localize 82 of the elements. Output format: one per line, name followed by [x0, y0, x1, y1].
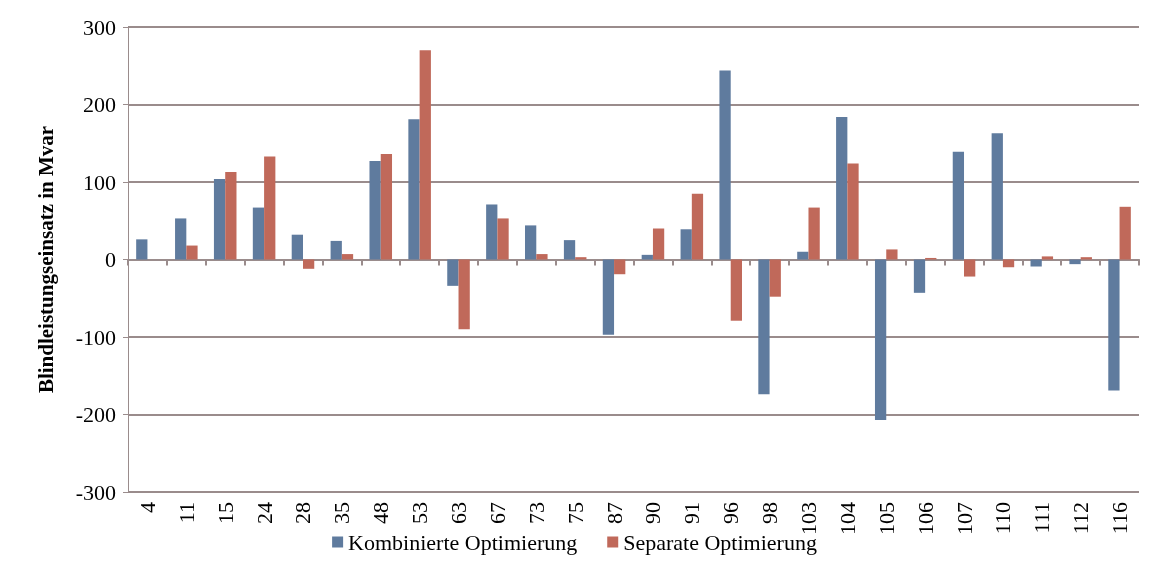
x-tick-label: 87 — [601, 502, 627, 524]
bar — [913, 259, 926, 293]
bar — [563, 240, 576, 260]
bar — [1069, 259, 1081, 265]
x-tick-label: 11 — [173, 502, 199, 524]
legend-label: Kombinierte Optimierung — [348, 529, 578, 555]
bar — [602, 259, 615, 335]
bar — [1041, 256, 1054, 260]
bar — [797, 251, 809, 260]
bar — [614, 259, 626, 275]
bar — [497, 218, 509, 260]
bar — [652, 228, 665, 260]
bar — [641, 254, 653, 260]
x-tick-label: 107 — [951, 502, 977, 535]
bar — [847, 163, 859, 260]
y-tick-label: -100 — [75, 324, 116, 350]
bar — [680, 229, 692, 260]
bar — [952, 151, 965, 260]
y-axis-title: Blindleistungseinsatz in Mvar — [33, 125, 58, 394]
bar — [486, 204, 498, 260]
x-tick-label: 75 — [562, 502, 588, 524]
x-tick-label: 28 — [290, 502, 316, 524]
x-tick-label: 63 — [446, 502, 472, 524]
x-tick-label: 73 — [523, 502, 549, 524]
bar — [525, 225, 537, 260]
x-tick-label: 116 — [1107, 502, 1133, 535]
bar — [447, 259, 459, 286]
bar — [252, 207, 265, 260]
bar — [769, 259, 781, 297]
bar — [730, 259, 742, 321]
bar — [964, 259, 976, 277]
bar — [330, 240, 342, 260]
y-tick-label: 100 — [83, 169, 116, 195]
bar — [808, 207, 820, 260]
bar — [874, 259, 887, 420]
bar — [341, 254, 354, 260]
bar — [575, 257, 587, 260]
x-tick-label: 67 — [484, 502, 510, 524]
bar — [758, 259, 770, 395]
bar — [175, 218, 187, 260]
y-tick-label: -300 — [75, 479, 116, 505]
y-tick-label: 0 — [105, 247, 116, 272]
y-tick-label: 300 — [83, 14, 116, 40]
x-tick-label: 110 — [990, 502, 1016, 535]
x-tick-label: 24 — [251, 502, 277, 524]
bar — [291, 234, 303, 260]
bar — [1108, 259, 1120, 391]
bar — [886, 249, 898, 260]
bar — [836, 116, 848, 260]
x-tick-label: 4 — [134, 502, 160, 513]
bar — [369, 161, 381, 260]
bar — [380, 154, 393, 260]
x-tick-label: 48 — [368, 502, 394, 524]
bar — [691, 193, 704, 260]
bar — [264, 156, 276, 260]
y-tick-label: -200 — [75, 402, 116, 427]
bar — [225, 171, 237, 260]
bar — [1080, 257, 1092, 260]
bar — [458, 259, 470, 330]
x-tick-label: 35 — [329, 502, 355, 524]
x-tick-label: 91 — [679, 502, 705, 524]
bar — [536, 254, 548, 260]
x-tick-label: 53 — [407, 502, 433, 524]
bar — [186, 245, 198, 260]
bar — [1119, 206, 1131, 260]
bar — [991, 133, 1003, 260]
bar — [213, 178, 226, 260]
bar — [408, 119, 420, 260]
bar — [302, 259, 315, 269]
x-tick-label: 15 — [212, 502, 238, 524]
bar — [419, 50, 431, 260]
x-tick-label: 90 — [640, 502, 666, 524]
bar — [136, 239, 148, 260]
x-tick-label: 111 — [1029, 502, 1055, 534]
x-tick-label: 112 — [1068, 502, 1094, 535]
y-tick-label: 200 — [83, 92, 116, 117]
x-tick-label: 106 — [912, 502, 938, 535]
x-tick-label: 96 — [718, 502, 744, 524]
bar — [719, 70, 731, 260]
x-tick-label: 104 — [834, 502, 860, 535]
x-tick-label: 105 — [873, 502, 899, 535]
x-tick-label: 98 — [757, 502, 783, 524]
